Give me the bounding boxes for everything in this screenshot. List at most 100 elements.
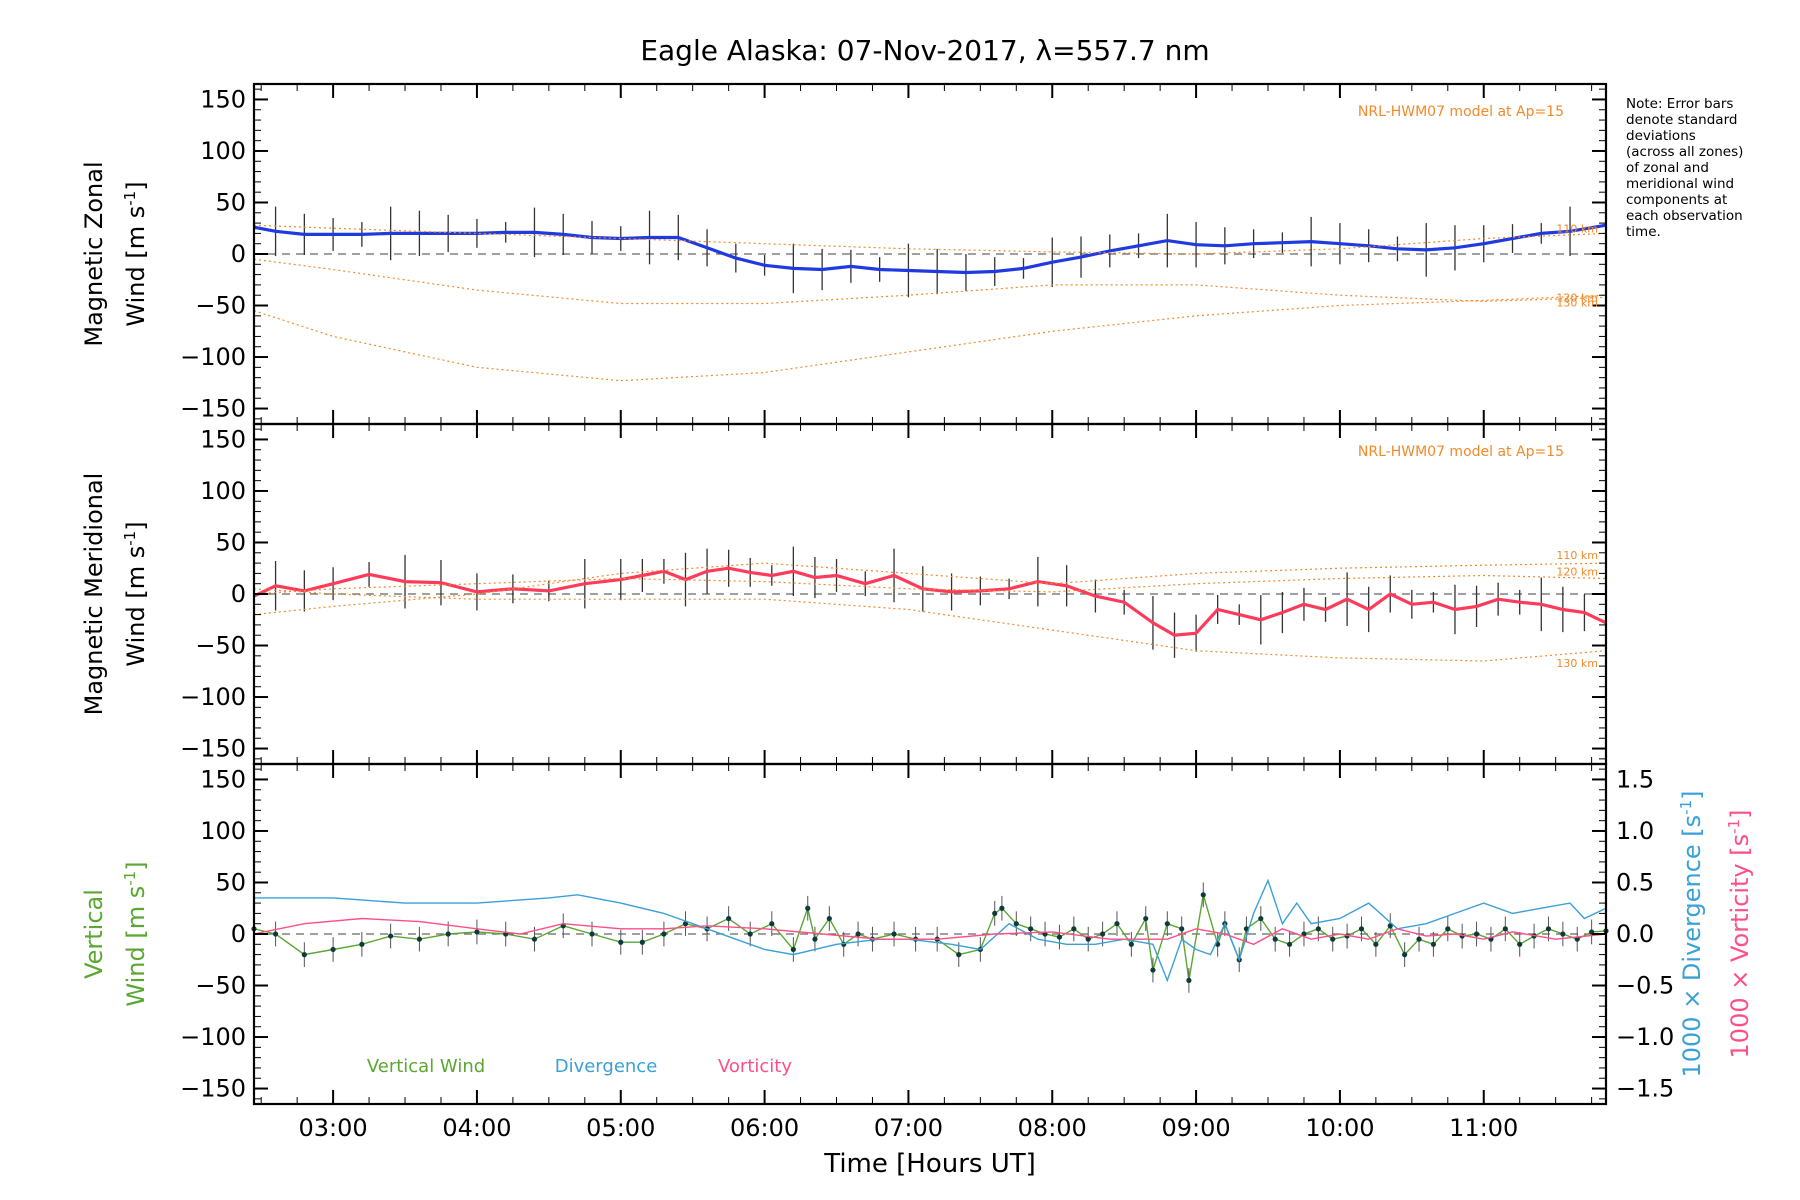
y-tick-label: −150: [180, 1075, 246, 1103]
data-point: [301, 952, 307, 958]
data-point: [999, 905, 1005, 911]
y2-tick-label: −1.0: [1616, 1023, 1674, 1051]
data-point: [1358, 926, 1365, 932]
data-point: [1099, 931, 1106, 937]
y2-tick-label: 0.0: [1616, 920, 1654, 948]
data-point: [682, 921, 689, 927]
model-curve-label: 110 km: [1556, 549, 1598, 562]
data-point: [272, 931, 279, 937]
series-line-meridional-wind: [253, 566, 1607, 637]
data-point: [1545, 926, 1552, 932]
y2-tick-label: 1.0: [1616, 817, 1654, 845]
data-point: [747, 931, 753, 937]
y-tick-label: −100: [180, 343, 246, 371]
y-tick-label: 150: [200, 425, 246, 453]
data-point: [1574, 936, 1580, 942]
data-point: [1028, 926, 1034, 932]
data-point: [1013, 921, 1019, 927]
y-tick-label: 150: [200, 765, 246, 793]
note-line: each observation: [1626, 208, 1743, 224]
x-tick-label: 05:00: [586, 1114, 655, 1142]
data-point: [1301, 931, 1307, 937]
data-point: [661, 931, 667, 937]
unit-bracket: ]: [122, 861, 150, 870]
x-tick-label: 11:00: [1449, 1114, 1518, 1142]
series-line-vorticity: [253, 917, 1607, 946]
y-tick-label: −100: [180, 683, 246, 711]
data-point: [769, 921, 775, 927]
data-point: [1373, 941, 1379, 947]
unit-superscript: -1: [1725, 819, 1743, 834]
data-point: [589, 931, 595, 937]
y-tick-label: 0: [231, 920, 246, 948]
legend-entry: Divergence: [555, 1056, 658, 1077]
y-tick-label: −150: [180, 735, 246, 763]
data-point: [1164, 921, 1170, 927]
data-point: [1517, 941, 1523, 947]
unit-superscript: -1: [1677, 800, 1695, 815]
data-point: [812, 936, 818, 942]
y-tick-label: 50: [215, 528, 246, 556]
y-axis-label: Vertical: [80, 889, 108, 979]
x-tick-label: 08:00: [1018, 1114, 1087, 1142]
model-curve-label: 110 km: [1556, 223, 1598, 236]
y2-tick-label: 0.5: [1616, 868, 1654, 896]
x-axis-label: Time [Hours UT]: [823, 1149, 1036, 1179]
note-line: deviations: [1626, 128, 1696, 144]
data-point: [1416, 936, 1422, 942]
note-line: meridional wind: [1626, 176, 1735, 192]
y-tick-label: −50: [195, 292, 246, 320]
panel-vertical: −150 −100 −50 0 50 100 150 Vertical Wind [m s-1]…: [80, 762, 1754, 1179]
data-point: [1150, 967, 1156, 973]
data-point: [956, 952, 962, 958]
y-tick-label: 100: [200, 477, 246, 505]
series-line-divergence: [254, 878, 1607, 983]
data-point: [1402, 952, 1408, 958]
y-axis-label-units: Wind [m s-1]: [121, 861, 150, 1006]
data-point: [1430, 941, 1437, 947]
note-line: Note: Error bars: [1626, 96, 1734, 112]
data-point: [992, 910, 998, 916]
panel-zonal: −150 −100 −50 0 50 100 150 Magnetic Zonal Wind […: [80, 82, 1608, 426]
unit-bracket: ]: [122, 521, 150, 530]
model-annotation: NRL-HWM07 model at Ap=15: [1358, 444, 1564, 460]
y-tick-label: 0: [231, 240, 246, 268]
data-point: [330, 946, 336, 953]
data-point: [618, 939, 624, 945]
y-axis-label: Magnetic Meridional: [80, 473, 108, 716]
x-tick-label: 04:00: [442, 1114, 511, 1142]
note-line: denote standard: [1626, 112, 1738, 128]
y-axis-label-units: Wind [m s-1]: [121, 181, 150, 326]
data-point: [1286, 941, 1293, 947]
data-point: [416, 936, 423, 942]
note-line: (across all zones): [1626, 144, 1744, 160]
y-tick-label: −50: [195, 972, 246, 1000]
model-curve-label: 120 km: [1556, 565, 1598, 578]
y2-tick-label: −0.5: [1616, 972, 1674, 1000]
unit-bracket: ]: [122, 181, 150, 190]
y-tick-label: 0: [231, 580, 246, 608]
data-point: [359, 941, 365, 947]
data-point: [1258, 915, 1264, 922]
data-point: [1071, 926, 1077, 932]
x-tick-label: 06:00: [730, 1114, 799, 1142]
y-axis-label: Magnetic Zonal: [80, 161, 108, 346]
note-line: time.: [1626, 224, 1661, 240]
y-tick-label: 50: [215, 868, 246, 896]
series-line-model-120-km: [253, 574, 1607, 595]
model-curve-label: 120 km: [1556, 291, 1598, 304]
data-point: [474, 929, 480, 935]
data-point: [790, 946, 796, 953]
data-point: [1200, 892, 1206, 898]
divergence-axis-label: 1000 × Divergence [s-1]: [1677, 790, 1706, 1077]
data-point: [1560, 931, 1566, 937]
y-tick-label: −50: [195, 632, 246, 660]
y2-tick-label: 1.5: [1616, 765, 1654, 793]
series-line-model-120-km: [253, 258, 1607, 305]
data-point: [1473, 931, 1480, 937]
series-line-model-110-km: [253, 224, 1607, 255]
x-tick-label: 07:00: [874, 1114, 943, 1142]
data-point: [1128, 941, 1134, 947]
vorticity-axis-label: 1000 × Vorticity [s-1]: [1725, 810, 1754, 1059]
y-tick-label: 150: [200, 85, 246, 113]
